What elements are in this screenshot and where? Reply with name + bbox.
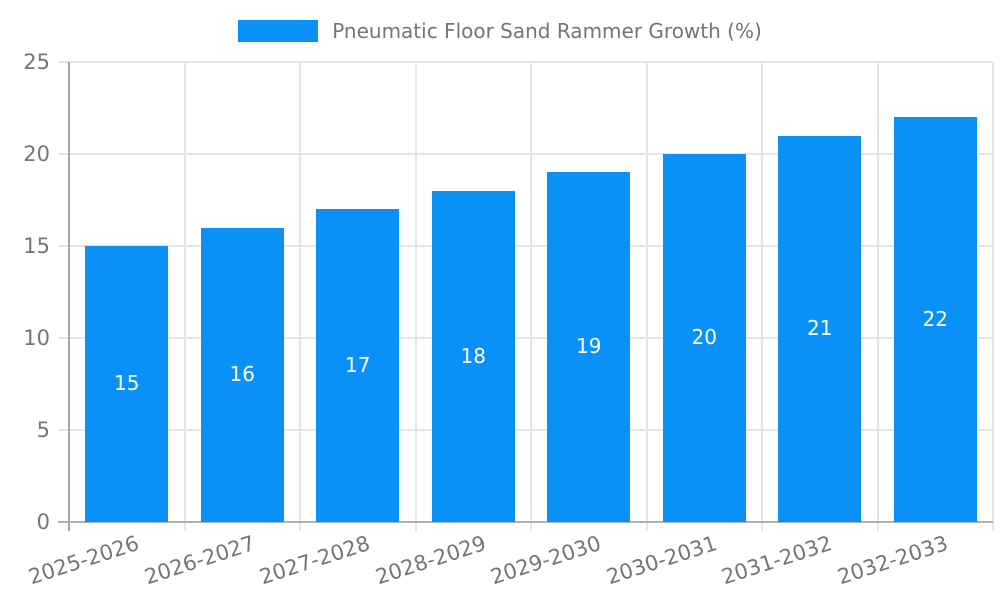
gridline-vertical bbox=[992, 62, 994, 531]
y-tick-label: 0 bbox=[36, 510, 50, 534]
bar-value-label: 18 bbox=[460, 343, 486, 368]
gridline-vertical bbox=[183, 62, 186, 531]
x-tick-label: 2028-2029 bbox=[372, 531, 489, 590]
x-tick-label: 2027-2028 bbox=[256, 531, 374, 590]
bar-value-label: 20 bbox=[691, 325, 717, 349]
bar bbox=[85, 246, 169, 522]
x-axis-line bbox=[58, 521, 993, 523]
gridline-vertical bbox=[414, 62, 417, 531]
x-tick-label: 2026-2027 bbox=[141, 531, 258, 590]
bar bbox=[431, 191, 515, 522]
y-tick-label: 10 bbox=[23, 326, 50, 350]
bar bbox=[778, 136, 862, 522]
gridline-horizontal bbox=[58, 245, 993, 247]
bar bbox=[662, 154, 746, 522]
gridline-horizontal bbox=[58, 153, 993, 155]
y-tick-label: 25 bbox=[23, 50, 50, 74]
x-tick-label: 2029-2030 bbox=[487, 531, 605, 590]
gridline-vertical bbox=[645, 62, 648, 531]
x-tick-label: 2025-2026 bbox=[25, 531, 143, 590]
gridline-horizontal bbox=[58, 61, 993, 63]
x-tick-label: 2032-2033 bbox=[834, 531, 951, 590]
bar-value-label: 19 bbox=[576, 334, 602, 358]
bar bbox=[200, 228, 284, 522]
bar bbox=[316, 209, 400, 522]
bar-value-label: 21 bbox=[807, 316, 833, 340]
bar bbox=[547, 172, 631, 522]
legend: Pneumatic Floor Sand Rammer Growth (%) bbox=[0, 16, 1000, 46]
gridline-horizontal bbox=[58, 337, 993, 339]
bar bbox=[893, 117, 977, 522]
bar-value-label: 15 bbox=[114, 371, 140, 395]
y-axis-line bbox=[68, 62, 70, 531]
gridline-vertical bbox=[761, 62, 763, 531]
y-tick-label: 20 bbox=[23, 142, 50, 166]
gridline-vertical bbox=[530, 62, 532, 531]
bar-value-label: 16 bbox=[229, 362, 255, 386]
gridline-vertical bbox=[299, 62, 301, 531]
y-tick-label: 15 bbox=[23, 234, 50, 258]
x-tick-label: 2031-2032 bbox=[718, 531, 836, 590]
bar-value-label: 17 bbox=[345, 352, 371, 377]
legend-swatch bbox=[238, 20, 319, 42]
y-tick-label: 5 bbox=[36, 418, 50, 442]
gridline-horizontal bbox=[58, 429, 993, 431]
bar-value-label: 22 bbox=[922, 306, 948, 331]
legend-label: Pneumatic Floor Sand Rammer Growth (%) bbox=[332, 19, 762, 43]
gridline-vertical bbox=[876, 62, 879, 531]
x-tick-label: 2030-2031 bbox=[603, 531, 720, 590]
